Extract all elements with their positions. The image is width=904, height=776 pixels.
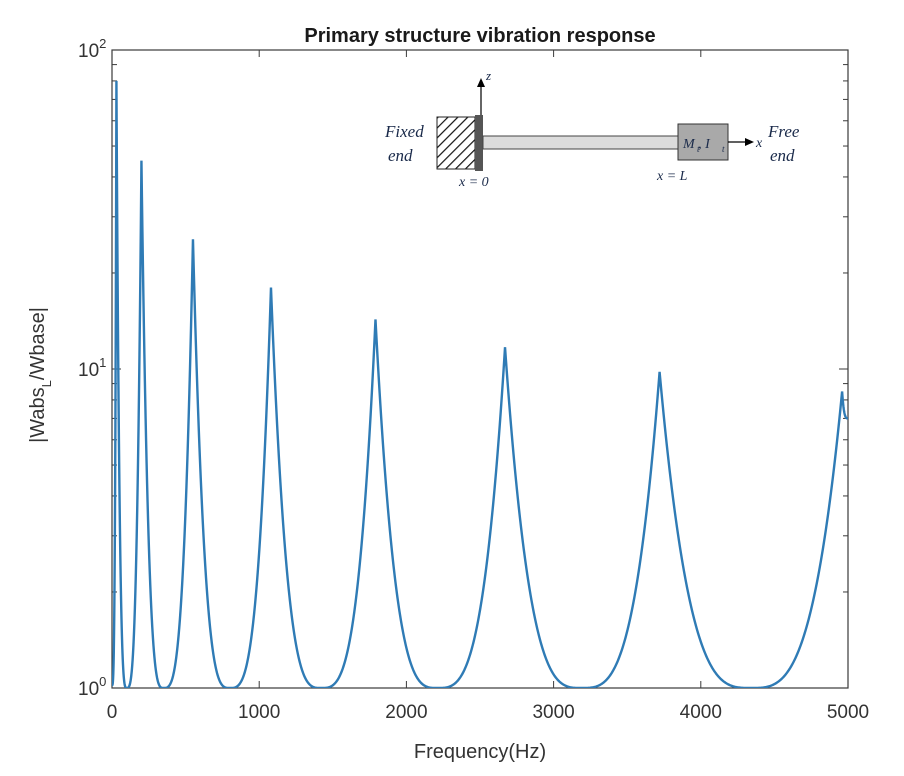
chart-title: Primary structure vibration response bbox=[304, 25, 655, 47]
x-zero-label: x = 0 bbox=[458, 175, 489, 190]
free-end-label-1: Free bbox=[767, 122, 800, 141]
fixed-wall-plate bbox=[475, 115, 483, 171]
x-tick-label: 2000 bbox=[385, 702, 427, 723]
x-axis-ticks: 0 1000 2000 3000 4000 5000 bbox=[107, 50, 869, 723]
beam bbox=[482, 135, 679, 150]
y-tick-label: 102 bbox=[78, 36, 106, 62]
x-tick-label: 3000 bbox=[532, 702, 574, 723]
y-axis-label-suffix: /Wbase| bbox=[27, 307, 49, 380]
x-tick-label: 4000 bbox=[680, 702, 722, 723]
y-tick-label: 101 bbox=[78, 355, 106, 381]
mass-subscript: t bbox=[722, 144, 725, 154]
x-axis-diagram-label: x bbox=[755, 136, 763, 151]
x-axis-label: Frequency(Hz) bbox=[414, 741, 546, 763]
x-tick-label: 0 bbox=[107, 702, 118, 723]
fixed-end-label-1: Fixed bbox=[384, 122, 424, 141]
x-length-label: x = L bbox=[656, 169, 688, 184]
x-arrow-head bbox=[745, 138, 754, 146]
series-line-response bbox=[112, 80, 848, 688]
free-end-label-2: end bbox=[770, 146, 795, 165]
y-axis-label-subscript: L bbox=[39, 380, 54, 387]
mass-subscript: t bbox=[697, 144, 700, 154]
y-axis-ticks: 100 101 102 bbox=[78, 36, 848, 700]
fixed-end-label-2: end bbox=[388, 146, 413, 165]
x-tick-label: 5000 bbox=[827, 702, 869, 723]
z-arrow-head bbox=[477, 78, 485, 87]
mass-inertia-label: M , I bbox=[682, 137, 711, 152]
fixed-support-hatch bbox=[436, 116, 476, 170]
y-axis-label-prefix: |Wabs bbox=[27, 387, 49, 443]
x-tick-label: 1000 bbox=[238, 702, 280, 723]
y-axis-label: |WabsL/Wbase| bbox=[27, 307, 54, 443]
svg-text:|WabsL/Wbase|: |WabsL/Wbase| bbox=[27, 307, 54, 443]
z-axis-label: z bbox=[485, 68, 491, 83]
cantilever-diagram: Fixed end Free end z x x = 0 x = L M , I… bbox=[384, 68, 800, 190]
y-tick-label: 100 bbox=[78, 674, 106, 700]
